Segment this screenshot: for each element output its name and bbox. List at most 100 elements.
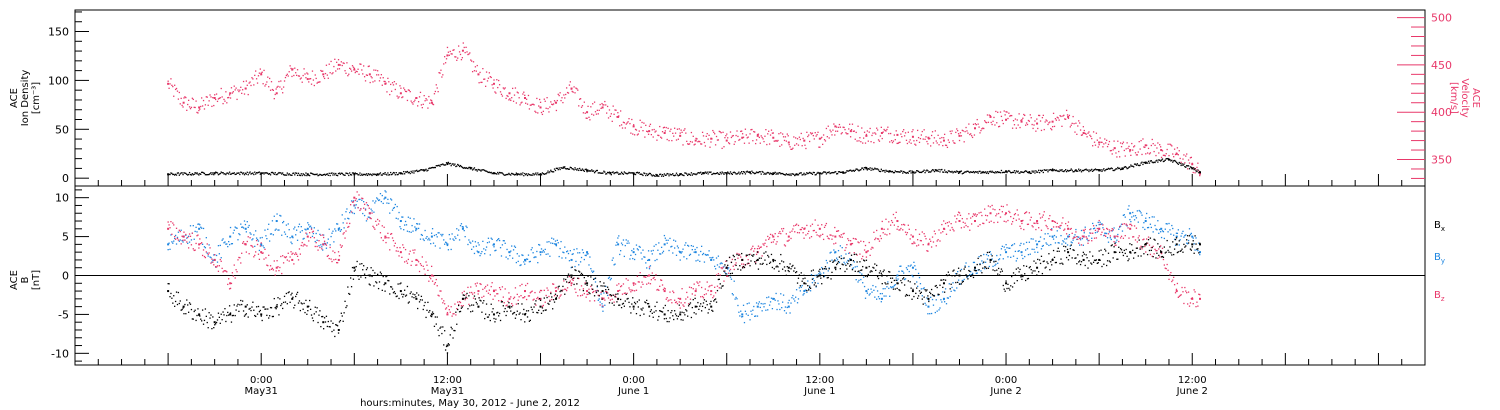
velocity-series-sample: [368, 65, 370, 67]
velocity-series-point: [384, 82, 387, 85]
by-series-point: [648, 258, 651, 261]
by-series-sample: [193, 238, 195, 240]
bx-series-sample: [268, 315, 271, 317]
by-series-sample: [521, 254, 523, 256]
density-series-sample: [996, 172, 998, 174]
velocity-series-sample: [470, 59, 472, 61]
velocity-series-sample: [814, 132, 816, 134]
by-series-sample: [290, 241, 292, 243]
velocity-series-sample: [527, 94, 530, 97]
by-series-sample: [384, 190, 386, 192]
by-series-sample: [178, 240, 180, 242]
by-series-point: [291, 235, 294, 238]
velocity-series-sample: [793, 136, 795, 138]
by-series-sample: [222, 238, 224, 240]
bx-series-sample: [329, 326, 331, 328]
bx-series-sample: [323, 317, 326, 319]
by-series-point: [694, 251, 697, 254]
by-series-sample: [952, 282, 954, 284]
bx-series-point: [880, 274, 883, 277]
density-series-point: [1051, 169, 1054, 172]
bz-series-sample: [460, 305, 463, 307]
velocity-series-sample: [809, 132, 812, 134]
bz-series-sample: [1073, 237, 1075, 239]
velocity-series-sample: [1038, 114, 1041, 117]
bz-series-sample: [554, 287, 557, 289]
by-series-sample: [375, 200, 377, 202]
by-series-sample: [768, 296, 770, 298]
velocity-series-point: [756, 134, 759, 137]
density-series-sample: [509, 173, 511, 176]
density-series-sample: [842, 172, 844, 174]
density-series-sample: [639, 173, 641, 175]
velocity-series-sample: [642, 130, 644, 132]
velocity-series-sample: [283, 80, 286, 82]
velocity-series-sample: [437, 90, 439, 93]
velocity-series-sample: [719, 131, 721, 133]
bz-series-sample: [390, 232, 393, 235]
by-series-sample: [898, 270, 900, 273]
density-series-sample: [711, 173, 713, 176]
bx-series-point: [306, 305, 309, 308]
by-series-sample: [964, 265, 966, 267]
bz-series-sample: [732, 265, 734, 267]
velocity-series-sample: [339, 64, 342, 66]
by-series-sample: [963, 278, 965, 281]
bz-series-sample: [641, 281, 643, 283]
by-series-sample: [912, 275, 914, 278]
bz-series-sample: [246, 240, 248, 243]
bz-series-sample: [1038, 213, 1041, 215]
bz-series-sample: [298, 248, 301, 250]
bz-series-sample: [747, 259, 749, 261]
velocity-series-sample: [456, 59, 458, 61]
velocity-series-sample: [1105, 142, 1107, 144]
by-series-sample: [307, 222, 309, 224]
by-series-sample: [619, 253, 621, 256]
by-series-sample: [511, 257, 514, 259]
by-series-sample: [815, 286, 817, 288]
velocity-series-sample: [440, 69, 442, 71]
velocity-series-sample: [254, 74, 256, 77]
bz-series-sample: [338, 255, 341, 257]
bz-series-sample: [849, 252, 851, 254]
by-series-sample: [687, 244, 689, 247]
density-series-sample: [863, 167, 866, 169]
by-series-sample: [262, 245, 264, 247]
density-series-sample: [1076, 170, 1078, 172]
bz-series-sample: [784, 245, 787, 247]
velocity-series-sample: [475, 70, 477, 72]
density-series-sample: [1069, 169, 1071, 172]
by-series-point: [1175, 235, 1178, 238]
by-series-sample: [867, 288, 869, 291]
bz-series-sample: [1049, 214, 1051, 217]
bz-series-sample: [903, 224, 906, 226]
by-series-sample: [215, 254, 218, 257]
bx-series-point: [601, 290, 604, 293]
by-series-sample: [688, 254, 691, 256]
density-series-sample: [630, 172, 632, 174]
velocity-series-sample: [1166, 148, 1168, 151]
bz-series-sample: [214, 266, 217, 268]
bz-series-sample: [239, 257, 241, 259]
density-series-sample: [552, 171, 554, 173]
density-series-sample: [355, 172, 357, 175]
bz-series-sample: [414, 249, 416, 251]
bz-series-sample: [321, 248, 323, 250]
density-series-sample: [1082, 169, 1085, 172]
velocity-series-sample: [922, 138, 924, 140]
bz-series-sample: [756, 248, 759, 250]
by-series-sample: [876, 298, 878, 300]
bz-series-sample: [1158, 248, 1160, 250]
velocity-series-point: [911, 135, 914, 138]
velocity-series-sample: [235, 87, 237, 89]
velocity-series-point: [1144, 144, 1147, 147]
density-series-sample: [558, 167, 560, 169]
bz-series-sample: [226, 271, 228, 273]
velocity-series-sample: [848, 128, 850, 130]
by-series-point: [570, 258, 573, 261]
bx-series-sample: [339, 319, 342, 322]
density-series-sample: [477, 168, 479, 171]
by-series-sample: [742, 304, 745, 306]
by-series-sample: [825, 259, 828, 262]
by-series-sample: [840, 255, 842, 257]
